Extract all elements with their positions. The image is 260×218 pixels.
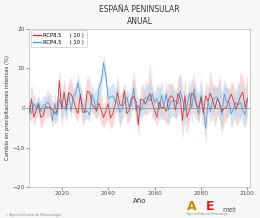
Text: E: E <box>206 199 214 213</box>
Title: ESPAÑA PENINSULAR
ANUAL: ESPAÑA PENINSULAR ANUAL <box>99 5 180 26</box>
Text: Agencia Estatal de Meteorología: Agencia Estatal de Meteorología <box>187 212 228 216</box>
Text: met: met <box>222 207 236 213</box>
Text: A: A <box>187 199 197 213</box>
X-axis label: Año: Año <box>133 198 146 204</box>
Y-axis label: Cambio en precipitaciones intensas (%): Cambio en precipitaciones intensas (%) <box>5 55 10 160</box>
Text: © Agencia Estatal de Meteorología: © Agencia Estatal de Meteorología <box>5 213 61 217</box>
Legend: RCP8.5     ( 10 ), RCP4.5     ( 10 ): RCP8.5 ( 10 ), RCP4.5 ( 10 ) <box>31 30 87 47</box>
